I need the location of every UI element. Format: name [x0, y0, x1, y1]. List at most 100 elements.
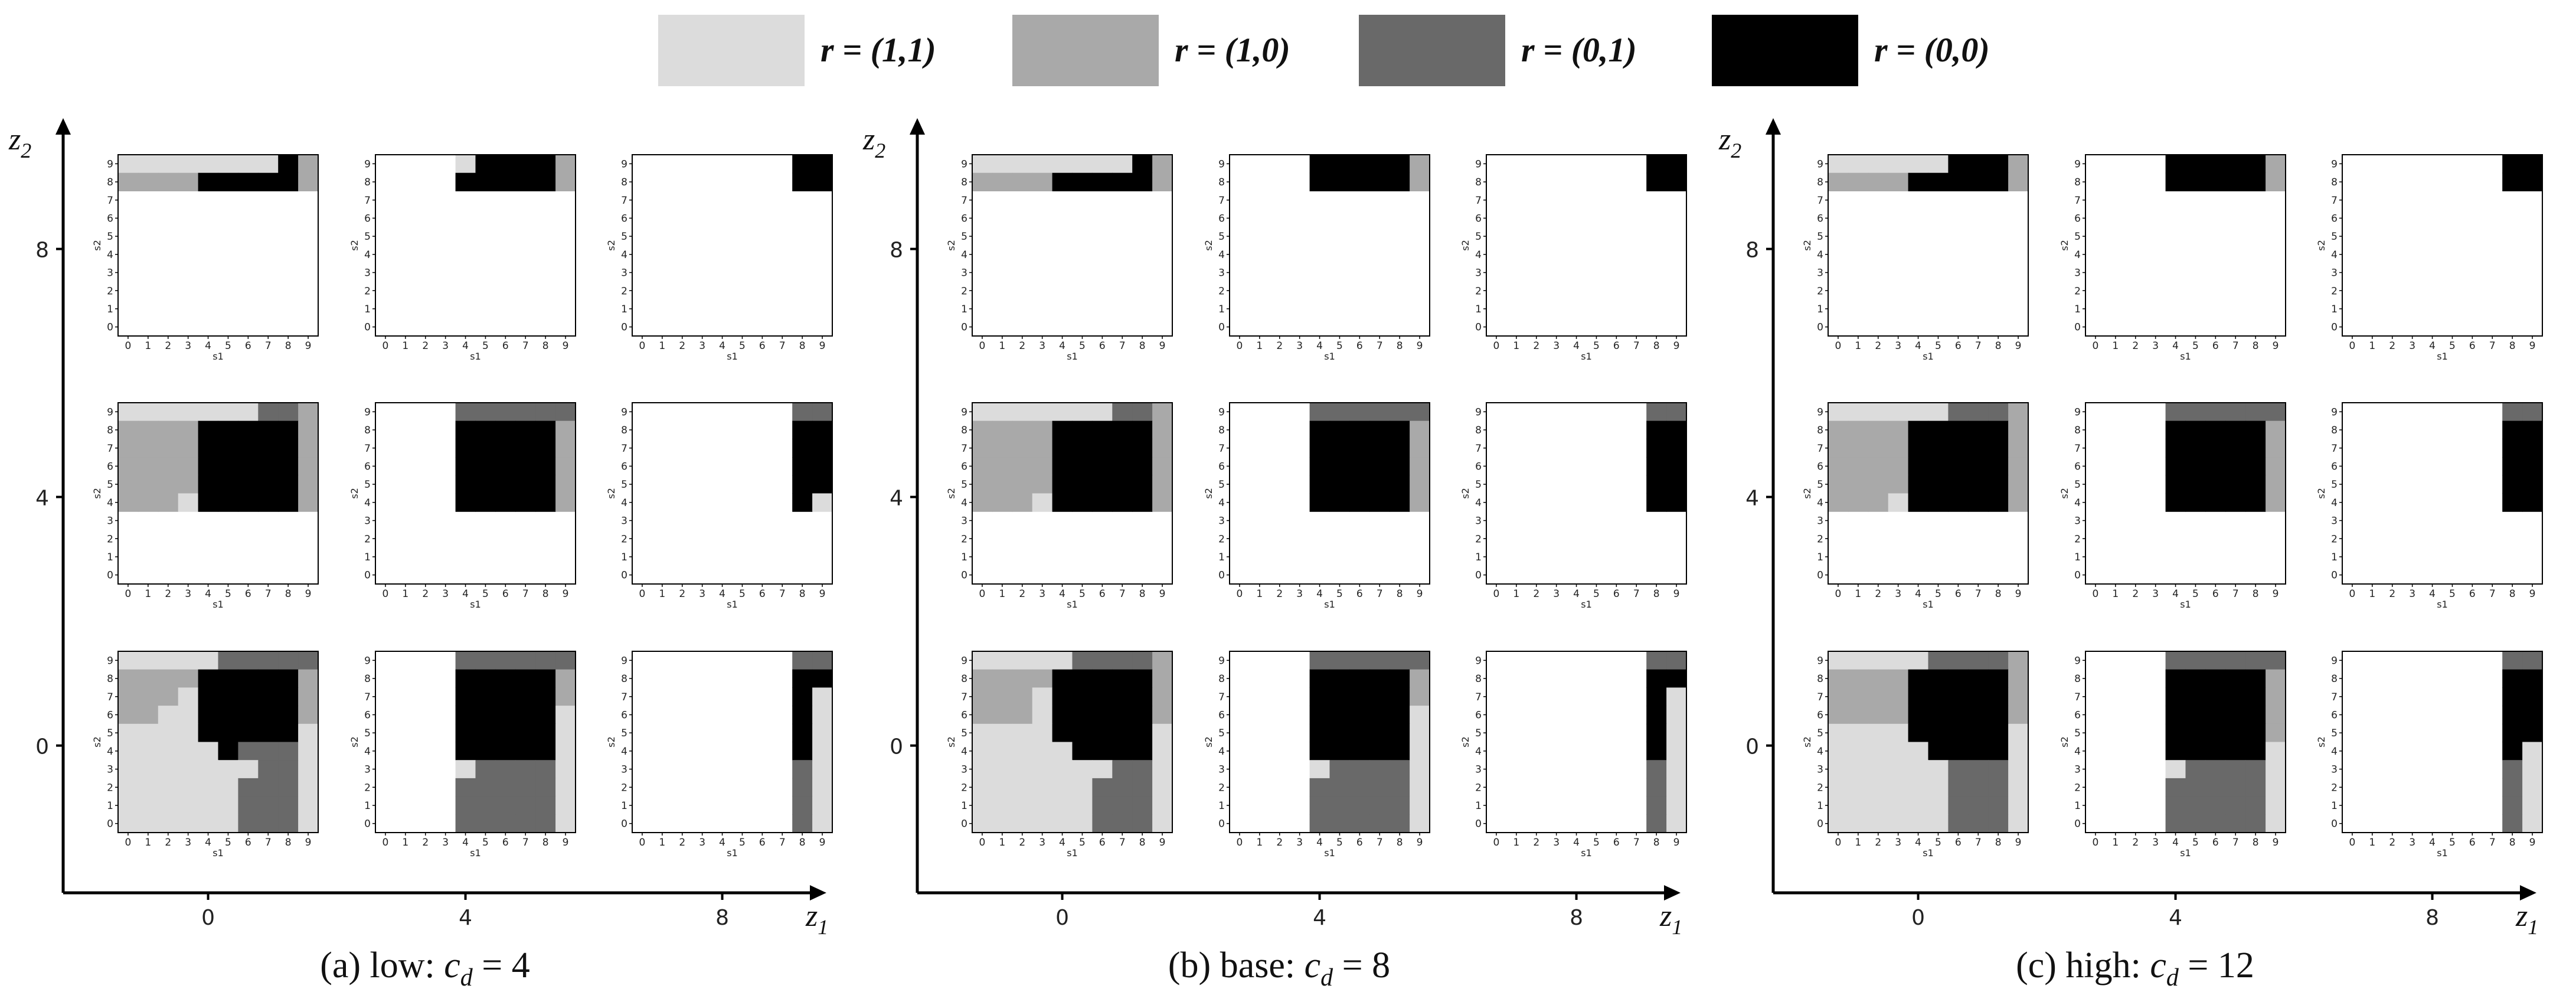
heatmap-cell — [455, 723, 476, 743]
mini-y-tick-label: 1 — [1218, 800, 1225, 812]
mini-y-tick-label: 4 — [2331, 497, 2338, 509]
heatmap-cell — [2225, 742, 2246, 761]
heatmap-cell — [1052, 439, 1073, 458]
heatmap-cell — [2522, 155, 2543, 174]
heatmap-cell — [1868, 778, 1889, 797]
heatmap-cell — [1988, 760, 2009, 779]
heatmap-cell — [138, 172, 159, 191]
mini-x-tick-label: 2 — [2389, 588, 2395, 600]
mini-x-tick-label: 4 — [1059, 340, 1065, 352]
mini-x-tick-label: 4 — [205, 837, 211, 849]
heatmap-cell — [258, 669, 279, 688]
heatmap-cell — [1888, 475, 1909, 494]
heatmap-cell — [2502, 172, 2523, 191]
heatmap-cell — [455, 457, 476, 476]
heatmap-cell — [218, 723, 238, 743]
mini-frame — [1486, 402, 1687, 585]
mini-x-label: s1 — [1923, 351, 1934, 362]
mini-y-tick-label: 0 — [621, 570, 627, 582]
heatmap-cell — [1666, 651, 1687, 670]
heatmap-cell — [1012, 651, 1033, 670]
heatmap-cell — [555, 669, 576, 688]
mini-x-tick-label: 4 — [1573, 837, 1580, 849]
mini-x-tick-label: 7 — [1119, 837, 1126, 849]
heatmap-cell — [1052, 814, 1073, 833]
heatmap-cell — [1349, 760, 1370, 779]
heatmap-cell — [972, 457, 993, 476]
heatmap-cell — [475, 687, 496, 706]
heatmap-cell — [158, 778, 179, 797]
heatmap-cell — [1848, 420, 1869, 439]
mini-x-tick-label: 0 — [2349, 588, 2356, 600]
heatmap-cell — [555, 403, 576, 422]
heatmap-cell — [158, 687, 179, 706]
heatmap-cell — [992, 706, 1013, 725]
heatmap-cell — [1666, 493, 1687, 512]
outer-x-arrow — [1664, 885, 1681, 900]
heatmap-cell — [2205, 669, 2226, 688]
mini-y-tick-label: 6 — [621, 213, 627, 224]
heatmap-cell — [1968, 172, 1989, 191]
heatmap-cell — [1072, 493, 1093, 512]
mini-frame — [632, 154, 833, 337]
legend-swatch — [1012, 15, 1159, 86]
mini-x-tick-label: 9 — [2529, 837, 2536, 849]
heatmap-cell — [1410, 475, 1430, 494]
heatmap-cell — [278, 723, 299, 743]
mini-x-tick-label: 6 — [2212, 340, 2219, 352]
heatmap-cell — [1012, 457, 1033, 476]
heatmap-cell — [2205, 155, 2226, 174]
mini-x-tick-label: 9 — [563, 837, 569, 849]
mini-y-tick-label: 0 — [1218, 570, 1225, 582]
mini-x-tick-label: 1 — [2112, 837, 2119, 849]
heatmap-cell — [1666, 796, 1687, 815]
heatmap-cell — [1888, 651, 1909, 670]
heatmap-cell — [118, 651, 139, 670]
mini-y-tick-label: 1 — [1817, 800, 1823, 812]
mini-y-tick-label: 0 — [364, 322, 371, 334]
mini-x-tick-label: 7 — [2489, 340, 2496, 352]
heatmap-cell — [1948, 814, 1969, 833]
mini-x-tick-label: 9 — [1673, 340, 1680, 352]
heatmap-cell — [475, 155, 496, 174]
mini-y-tick-label: 8 — [1218, 425, 1225, 436]
mini-y-tick-label: 7 — [621, 691, 627, 703]
heatmap-cell — [2165, 687, 2186, 706]
heatmap-cell — [298, 651, 319, 670]
heatmap-cell — [455, 651, 476, 670]
mini-x-tick-label: 2 — [1019, 588, 1025, 600]
heatmap-cell — [1309, 172, 1331, 191]
heatmap-cell — [2205, 475, 2226, 494]
mini-y-tick-label: 7 — [1817, 195, 1823, 207]
heatmap-cell — [2185, 814, 2206, 833]
heatmap-cell — [1646, 651, 1667, 670]
heatmap-cell — [2266, 457, 2286, 476]
heatmap-cell — [972, 796, 993, 815]
heatmap-cell — [2225, 651, 2246, 670]
heatmap-cell — [2008, 814, 2029, 833]
heatmap-cell — [1848, 651, 1869, 670]
heatmap-cell — [298, 814, 319, 833]
mini-x-tick-label: 3 — [1895, 837, 1901, 849]
heatmap-cell — [118, 457, 139, 476]
heatmap-cell — [1868, 403, 1889, 422]
heatmap-cell — [1032, 420, 1053, 439]
heatmap-cell — [1848, 155, 1869, 174]
mini-y-tick-label: 6 — [2074, 709, 2081, 721]
heatmap-cell — [1369, 796, 1390, 815]
mini-y-tick-label: 9 — [107, 158, 113, 170]
heatmap-cell — [2502, 420, 2523, 439]
mini-x-tick-label: 8 — [285, 340, 292, 352]
heatmap-cell — [2008, 155, 2029, 174]
heatmap-cell — [2266, 706, 2286, 725]
mini-x-tick-label: 4 — [1316, 340, 1323, 352]
mini-x-tick-label: 5 — [1935, 340, 1941, 352]
heatmap-cell — [2205, 778, 2226, 797]
heatmap-cell — [1968, 155, 1989, 174]
mini-x-label: s1 — [727, 599, 738, 610]
outer-y-tick-label: 4 — [35, 487, 49, 511]
mini-y-tick-label: 3 — [961, 515, 967, 527]
